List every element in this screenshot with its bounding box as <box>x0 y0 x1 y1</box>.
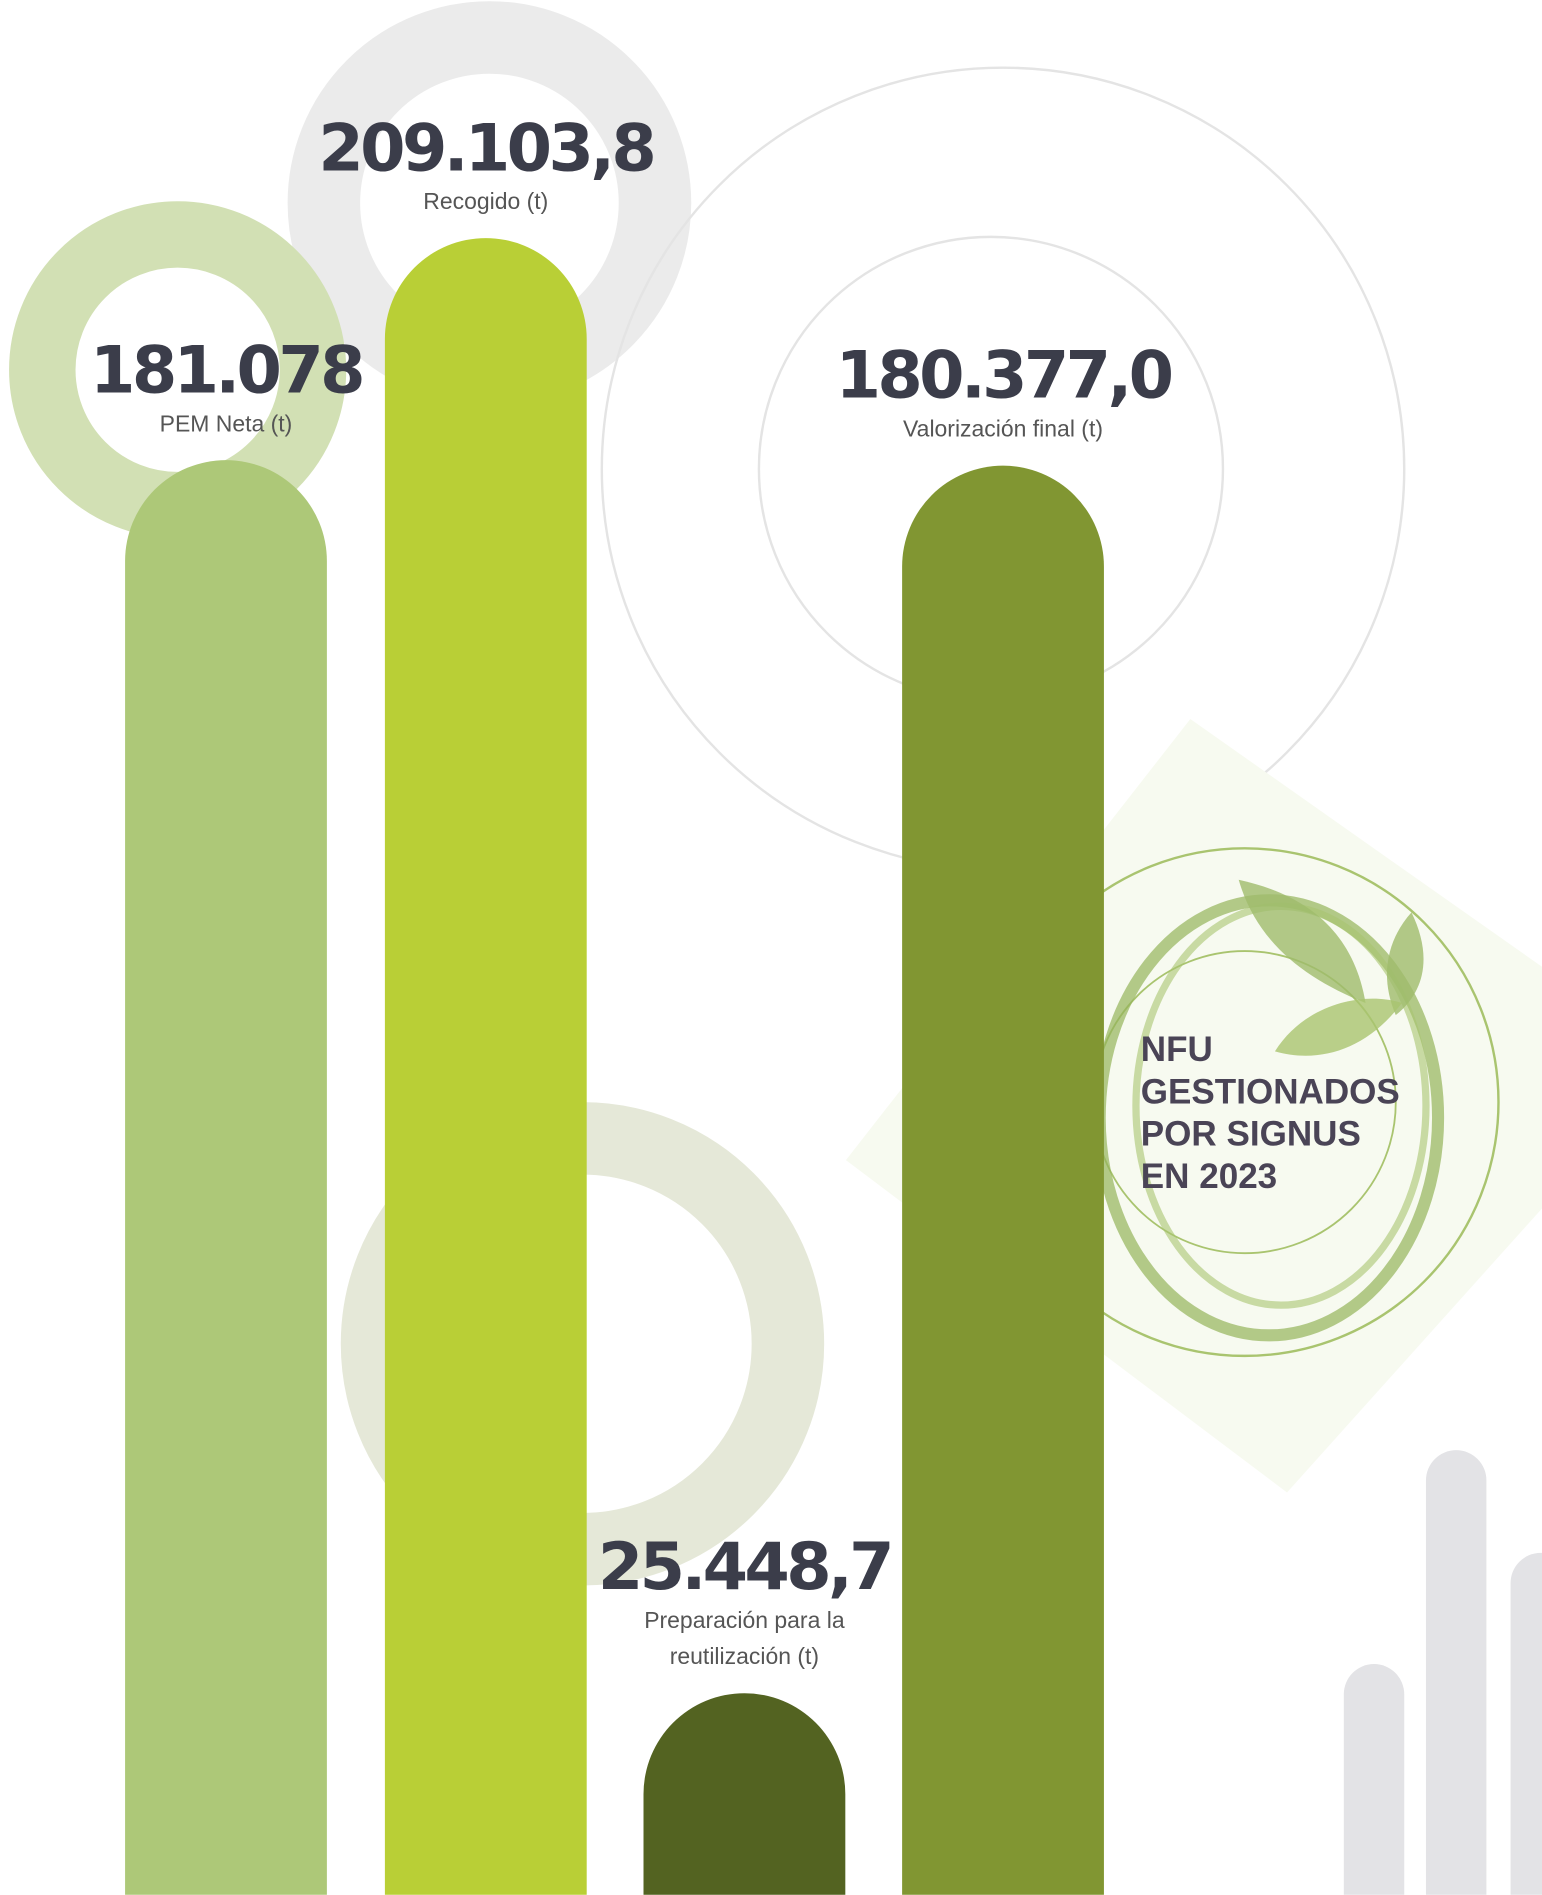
category-label: Preparación para la reutilización (t) <box>642 1604 847 1677</box>
value-label: 25.448,7 <box>551 1531 938 1604</box>
category-label: Valorización final (t) <box>822 413 1185 449</box>
value-label: 180.377,0 <box>810 340 1197 413</box>
category-label: Recogido (t) <box>305 185 668 221</box>
value-label: 181.078 <box>33 334 420 407</box>
page: NFU GESTIONADOS POR SIGNUS EN 2023 181.0… <box>0 0 1542 1895</box>
bar <box>644 1693 846 1895</box>
bar <box>125 460 327 1895</box>
category-label: PEM Neta (t) <box>45 407 408 443</box>
value-label: 209.103,8 <box>292 112 679 185</box>
chart: NFU GESTIONADOS POR SIGNUS EN 2023 181.0… <box>0 0 1542 1895</box>
bar <box>902 466 1104 1895</box>
chart-title: NFU GESTIONADOS POR SIGNUS EN 2023 <box>1141 1030 1401 1199</box>
